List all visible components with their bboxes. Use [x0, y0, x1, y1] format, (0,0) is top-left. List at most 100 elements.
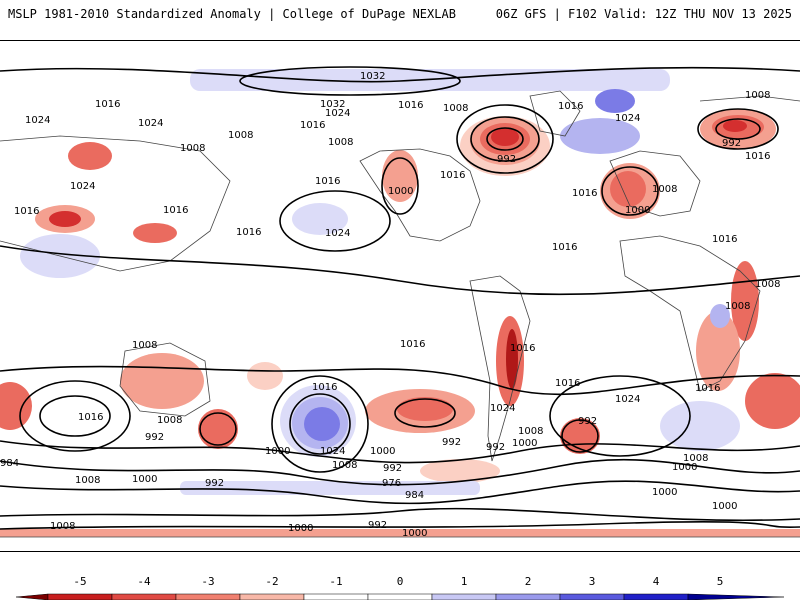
colorbar-svg: -5 -4 -3 -2 -1 0 1 2 3 4 5 [15, 575, 785, 601]
colorbar-bin-4 [239, 593, 305, 601]
anomaly-neg-southern-faint [420, 459, 500, 483]
isobar-label-1008-asia-2: 1008 [228, 130, 253, 141]
colorbar-tick-neg1: -1 [329, 575, 342, 588]
coast-australia [119, 342, 211, 417]
isobar-label-1016-south-america: 1016 [400, 339, 425, 350]
isobar-indian-high-west-inner [39, 395, 111, 437]
isobar-label-1000-europe: 1000 [625, 205, 650, 216]
isobar-label-1024-chile: 1024 [490, 403, 515, 414]
colorbar-bin-1 [47, 593, 113, 601]
isobar-label-1008-indian-south: 1008 [683, 453, 708, 464]
coast-europe [609, 150, 701, 217]
anomaly-pos-madagascar [710, 304, 730, 328]
isobar-label-1016-atlantic-mid: 1016 [552, 242, 577, 253]
anomaly-neg-antarctic-band [0, 529, 800, 537]
isobar-label-1000-southern-1: 1000 [672, 462, 697, 473]
isobar-label-1016-europe-east: 1016 [745, 151, 770, 162]
isobar-label-1024-siberia: 1024 [25, 115, 50, 126]
anomaly-neg-andes-strong [506, 329, 518, 389]
isobar-1016-sh [0, 365, 800, 396]
isobar-label-1016-andes: 1016 [510, 343, 535, 354]
colorbar-ticks: -5 -4 -3 -2 -1 0 1 2 3 4 5 [73, 575, 723, 588]
isobar-label-992-hudson: 992 [497, 154, 516, 165]
colorbar-tick-neg4: -4 [137, 575, 151, 588]
isobar-label-1016-nw-1: 1016 [95, 99, 120, 110]
isobar-label-992-siberia: 992 [722, 138, 741, 149]
anomaly-pos-south-pacific-med [304, 407, 340, 441]
anomaly-neg-siberia-strong [723, 120, 747, 132]
isobar-label-1032-north-pacific-west: 1032 [320, 99, 345, 110]
isobar-label-1016-asia-east: 1016 [712, 234, 737, 245]
isobar-label-1016-indian: 1016 [695, 383, 720, 394]
isobar-siberia-outer [697, 108, 779, 150]
isobar-hudson-mid [470, 116, 540, 162]
isobar-label-1000-indian-south: 1000 [370, 446, 395, 457]
isobar-siberia-inner [715, 118, 761, 140]
colorbar-tick-1: 1 [461, 575, 468, 588]
colorbar-tick-neg2: -2 [265, 575, 278, 588]
isobar-label-1000-antarctic-east: 1000 [652, 487, 677, 498]
isobar-pacific-high [279, 190, 391, 252]
isobar-tasman-low [199, 412, 237, 446]
isobar-label-992-southern-2: 992 [205, 478, 224, 489]
anomaly-neg-tasman [198, 409, 238, 449]
isobar-label-1008-africa-east: 1008 [755, 279, 780, 290]
isobar-label-1008-pacific-nw: 1008 [328, 137, 353, 148]
isobars [0, 66, 800, 530]
colorbar-tick-4: 4 [653, 575, 660, 588]
coast-south-america [469, 275, 531, 462]
colorbar-bin-over [687, 593, 785, 601]
colorbar: -5 -4 -3 -2 -1 0 1 2 3 4 5 [0, 560, 800, 601]
anomaly-neg-china [133, 223, 177, 243]
coast-north-america [359, 148, 481, 242]
isobar-label-1000-southern-4: 1000 [402, 528, 427, 539]
isobar-label-1008-asia-3: 1008 [180, 143, 205, 154]
isobar-label-1016-us: 1016 [440, 170, 465, 181]
map-panel: 1032 1032 1016 1024 1024 1024 1016 1008 … [0, 40, 800, 552]
isobar-label-1024-asia-1: 1024 [138, 118, 163, 129]
colorbar-tick-0: 0 [397, 575, 404, 588]
anomaly-neg-australia [120, 353, 204, 409]
anomaly-neg-tibet-strong [49, 211, 81, 227]
isobar-sa-low [561, 419, 599, 453]
isobar-label-1008-canada: 1008 [443, 103, 468, 114]
isobar-label-992-argentina: 992 [442, 437, 461, 448]
isobar-labels: 1032 1032 1016 1024 1024 1024 1016 1008 … [0, 71, 780, 539]
isobar-label-1016-pacific-w: 1016 [236, 227, 261, 238]
map-title: MSLP 1981-2010 Standardized Anomaly | Co… [8, 7, 456, 21]
anomaly-pos-arctic-east [595, 89, 635, 113]
anomaly-neg-indian-west [0, 382, 32, 430]
isobar-label-1016-tibet: 1016 [14, 206, 39, 217]
isobar-sp-high-outer [271, 375, 369, 473]
colorbar-bin-5 [303, 593, 369, 601]
coast-asia-north [699, 95, 800, 102]
colorbar-bin-2 [111, 593, 177, 601]
colorbar-bin-6 [367, 593, 433, 601]
isobar-label-1016-south-pacific: 1016 [312, 382, 337, 393]
map-background [0, 41, 800, 551]
anomaly-neg-coral-sea [247, 362, 283, 390]
colorbar-tick-neg3: -3 [201, 575, 214, 588]
isobar-label-1008-arctic-east: 1008 [745, 90, 770, 101]
isobar-label-992-southern-1: 992 [486, 442, 505, 453]
isobar-label-1024-atlantic: 1024 [615, 113, 640, 124]
colorbar-tick-neg5: -5 [73, 575, 86, 588]
isobar-sp-high-inner [289, 393, 351, 455]
map-canvas: 1032 1032 1016 1024 1024 1024 1016 1008 … [0, 41, 800, 551]
anomaly-pos-pacific-high [292, 203, 348, 235]
colorbar-tick-5: 5 [717, 575, 724, 588]
isobar-label-1008-south-pacific: 1008 [332, 460, 357, 471]
isobar-label-992-southern-3: 992 [383, 463, 402, 474]
isobar-indian-high-west [19, 380, 131, 452]
anomaly-neg-africa-south [696, 311, 740, 391]
isobar-label-1016-china: 1016 [163, 205, 188, 216]
isobar-1016-nh [0, 245, 800, 296]
isobar-label-1008-europe: 1008 [652, 184, 677, 195]
isobar-992-sh [0, 480, 800, 505]
colorbar-bin-8 [495, 593, 561, 601]
anomaly-neg-indian-east [745, 373, 800, 429]
isobar-label-1000-southern-2: 1000 [132, 474, 157, 485]
isobar-label-992-south-pacific: 992 [145, 432, 164, 443]
colorbar-tick-2: 2 [525, 575, 532, 588]
isobar-label-992-antarctic: 992 [368, 520, 387, 531]
